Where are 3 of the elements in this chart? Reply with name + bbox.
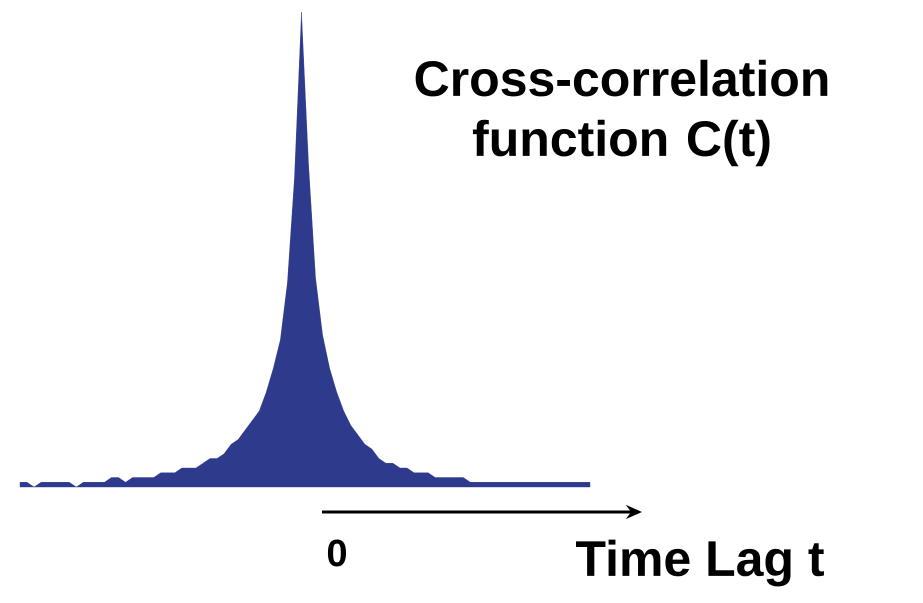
text: 0: [328, 540, 346, 566]
x-axis-title: Time Lag t: [576, 540, 824, 586]
text: Cross-correlation function C(t): [416, 60, 828, 166]
